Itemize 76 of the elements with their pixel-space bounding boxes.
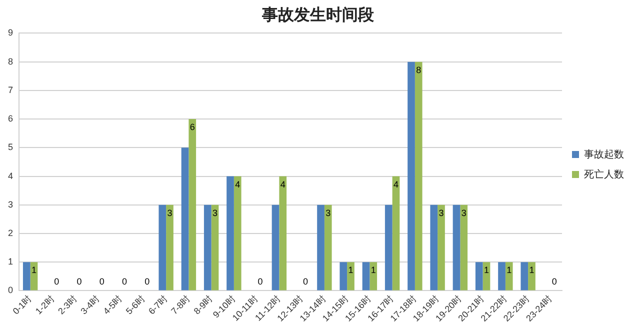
data-label: 3 [212,208,218,218]
x-tick-label: 3-4时 [78,294,102,316]
data-label: 0 [302,276,308,287]
data-label: 1 [348,265,354,276]
y-tick-label: 3 [8,199,14,210]
bar [226,176,234,290]
data-label: 1 [506,265,512,276]
data-label: 0 [122,276,127,287]
data-label: 1 [484,265,489,276]
bar [234,176,242,290]
x-tick-label: 4-5时 [101,294,124,316]
data-label: 0 [99,276,104,287]
data-label: 3 [461,208,466,218]
bar [430,204,438,290]
y-tick-label: 6 [8,114,14,124]
data-label: 4 [393,179,398,190]
data-label: 0 [258,276,263,287]
data-label: 3 [438,208,444,218]
data-label: 0 [76,276,82,287]
y-tick-label: 2 [8,228,14,238]
data-label: 3 [326,208,331,218]
data-label: 0 [54,276,60,287]
bar [408,62,415,290]
bar [211,204,219,290]
bar [22,262,30,290]
x-tick-label: 7-8时 [169,294,192,316]
legend-label: 死亡人数 [584,168,624,180]
x-tick-label: 2-3时 [56,294,79,316]
bar [475,262,483,290]
legend-label: 事故起数 [584,148,624,160]
y-tick-label: 1 [8,256,14,267]
bar [452,204,460,290]
x-tick-label: 8-9时 [192,294,214,316]
data-label: 8 [416,64,422,75]
y-tick-label: 9 [8,28,14,38]
bar [166,204,174,290]
bar [324,204,332,290]
chart-title: 事故发生时间段 [261,4,375,24]
x-tick-label: 1-2时 [33,294,56,316]
bar [414,62,422,290]
bar [347,262,354,290]
bar [505,262,513,290]
x-tick-label: 5-6时 [124,294,147,316]
y-tick-label: 4 [8,170,14,181]
bar [158,204,166,290]
bar [317,204,324,290]
bar [438,204,445,290]
bar [188,119,196,290]
x-tick-label: 0-1时 [10,294,34,316]
bar [460,204,468,290]
data-label: 3 [167,208,172,218]
data-label: 1 [370,265,376,276]
y-tick-label: 0 [8,285,14,296]
data-label: 1 [529,265,534,276]
data-label: 0 [144,276,150,287]
data-label: 4 [235,179,240,190]
data-label: 4 [280,179,286,190]
bar [520,262,528,290]
bar [528,262,536,290]
bar [340,262,348,290]
bar [181,148,189,290]
bar [204,204,212,290]
bar [279,176,287,290]
y-tick-label: 8 [8,56,14,66]
data-label: 0 [552,276,557,287]
bar [384,204,392,290]
bar [370,262,378,290]
y-tick-label: 5 [8,142,14,152]
data-label: 6 [190,122,195,132]
bar [498,262,506,290]
x-tick-label: 6-7时 [146,294,170,316]
bar [392,176,400,290]
y-tick-label: 7 [8,84,14,95]
bar [272,204,280,290]
bar [362,262,370,290]
data-label: 1 [31,265,36,276]
